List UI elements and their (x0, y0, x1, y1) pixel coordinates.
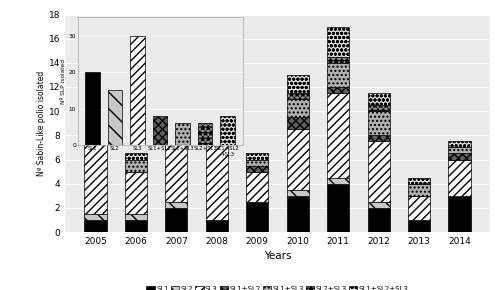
Bar (206, 135, 228, 220)
Bar (125, 172, 147, 214)
Bar (448, 153, 470, 160)
Bar (84, 105, 106, 111)
Bar (368, 111, 390, 135)
Bar (246, 172, 268, 202)
Bar (125, 153, 147, 160)
Bar (130, 36, 145, 145)
Bar (286, 190, 309, 196)
Bar (108, 90, 122, 145)
Bar (206, 93, 228, 99)
Bar (327, 184, 349, 232)
Bar (408, 196, 430, 220)
Bar (368, 142, 390, 202)
Y-axis label: Nº SLP isolated: Nº SLP isolated (61, 59, 66, 104)
Bar (246, 202, 268, 232)
Bar (408, 177, 430, 184)
Bar (286, 129, 309, 190)
Bar (206, 117, 228, 135)
Bar (165, 142, 188, 202)
Bar (448, 160, 470, 196)
Bar (368, 208, 390, 232)
Bar (327, 63, 349, 87)
Bar (125, 160, 147, 172)
Bar (448, 147, 470, 153)
Bar (84, 117, 106, 129)
Bar (125, 220, 147, 232)
Bar (206, 99, 228, 117)
Bar (84, 135, 106, 214)
Bar (84, 129, 106, 135)
Bar (84, 220, 106, 232)
Bar (368, 202, 390, 208)
Bar (165, 111, 188, 129)
Bar (368, 93, 390, 105)
Bar (206, 220, 228, 232)
Bar (246, 160, 268, 166)
Bar (327, 27, 349, 57)
Bar (165, 129, 188, 142)
Bar (165, 105, 188, 111)
Bar (327, 177, 349, 184)
Bar (165, 202, 188, 208)
Bar (448, 142, 470, 147)
Bar (327, 87, 349, 93)
Bar (85, 72, 100, 145)
Bar (175, 123, 190, 145)
Bar (152, 116, 168, 145)
Bar (286, 196, 309, 232)
Bar (286, 117, 309, 129)
Bar (246, 166, 268, 172)
Bar (327, 57, 349, 63)
Bar (408, 184, 430, 196)
Bar (220, 116, 235, 145)
Bar (84, 111, 106, 117)
Legend: SL1, SL2, SL3, SL1+SL2, SL1+SL3, SL2+SL3, SL1+SL2+SL3: SL1, SL2, SL3, SL1+SL2, SL1+SL3, SL2+SL3… (144, 283, 412, 290)
Bar (286, 99, 309, 117)
Bar (165, 208, 188, 232)
Bar (368, 135, 390, 142)
Bar (286, 93, 309, 99)
Bar (448, 196, 470, 232)
Bar (408, 220, 430, 232)
Y-axis label: Nº Sabin-Like polio isolated: Nº Sabin-Like polio isolated (37, 71, 46, 176)
Bar (198, 123, 212, 145)
Bar (286, 75, 309, 93)
Bar (84, 214, 106, 220)
X-axis label: Years: Years (264, 251, 291, 261)
Bar (246, 153, 268, 160)
Bar (368, 105, 390, 111)
Bar (125, 214, 147, 220)
Bar (327, 93, 349, 177)
